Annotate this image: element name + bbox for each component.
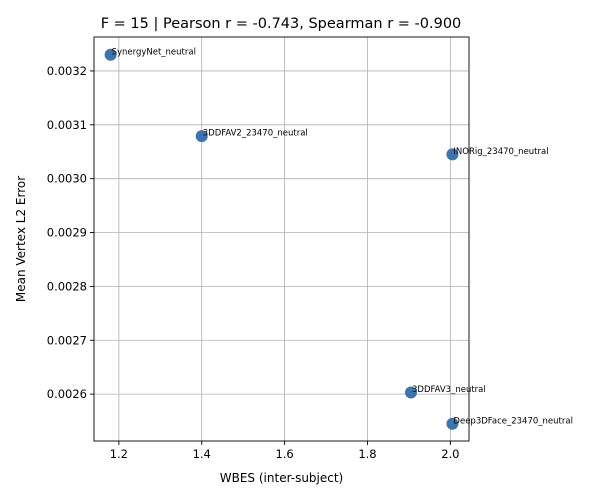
data-point [446, 417, 459, 430]
data-point-label: Deep3DFace_23470_neutral [453, 416, 573, 426]
data-point-label: SynergyNet_neutral [112, 47, 196, 57]
y-axis-label: Mean Vertex L2 Error [14, 176, 28, 302]
y-tick-label: 0.0029 [47, 226, 87, 240]
y-tick-label: 0.0032 [47, 64, 87, 78]
data-point-label: INORig_23470_neutral [453, 147, 548, 157]
y-tick-label: 0.0031 [47, 118, 87, 132]
x-tick-label: 1.8 [358, 447, 376, 461]
y-tick-label: 0.0028 [47, 279, 87, 293]
axis-ticks: 1.2 1.4 1.6 1.8 2.0 0.0026 0.0027 0.0028 0.0029 0… [47, 64, 460, 461]
x-tick-label: 2.0 [441, 447, 459, 461]
data-points: SynergyNet_neutral 3DDFAV2_23470_neutral I… [104, 47, 573, 430]
x-tick-label: 1.4 [193, 447, 211, 461]
x-tick-label: 1.2 [110, 447, 128, 461]
data-point [404, 386, 417, 399]
data-point [195, 130, 208, 143]
data-point-label: 3DDFAV2_23470_neutral [203, 129, 308, 139]
grid-lines [94, 37, 469, 441]
y-tick-label: 0.0026 [47, 387, 87, 401]
y-tick-label: 0.0030 [47, 172, 87, 186]
x-tick-label: 1.6 [275, 447, 293, 461]
data-point-label: 3DDFAV3_neutral [412, 385, 486, 395]
data-point [446, 148, 459, 161]
plot-frame [93, 36, 470, 442]
x-axis-label: WBES (inter-subject) [220, 471, 344, 485]
y-tick-label: 0.0027 [47, 333, 87, 347]
chart-title: F = 15 | Pearson r = -0.743, Spearman r … [101, 16, 462, 32]
data-point [104, 48, 117, 61]
